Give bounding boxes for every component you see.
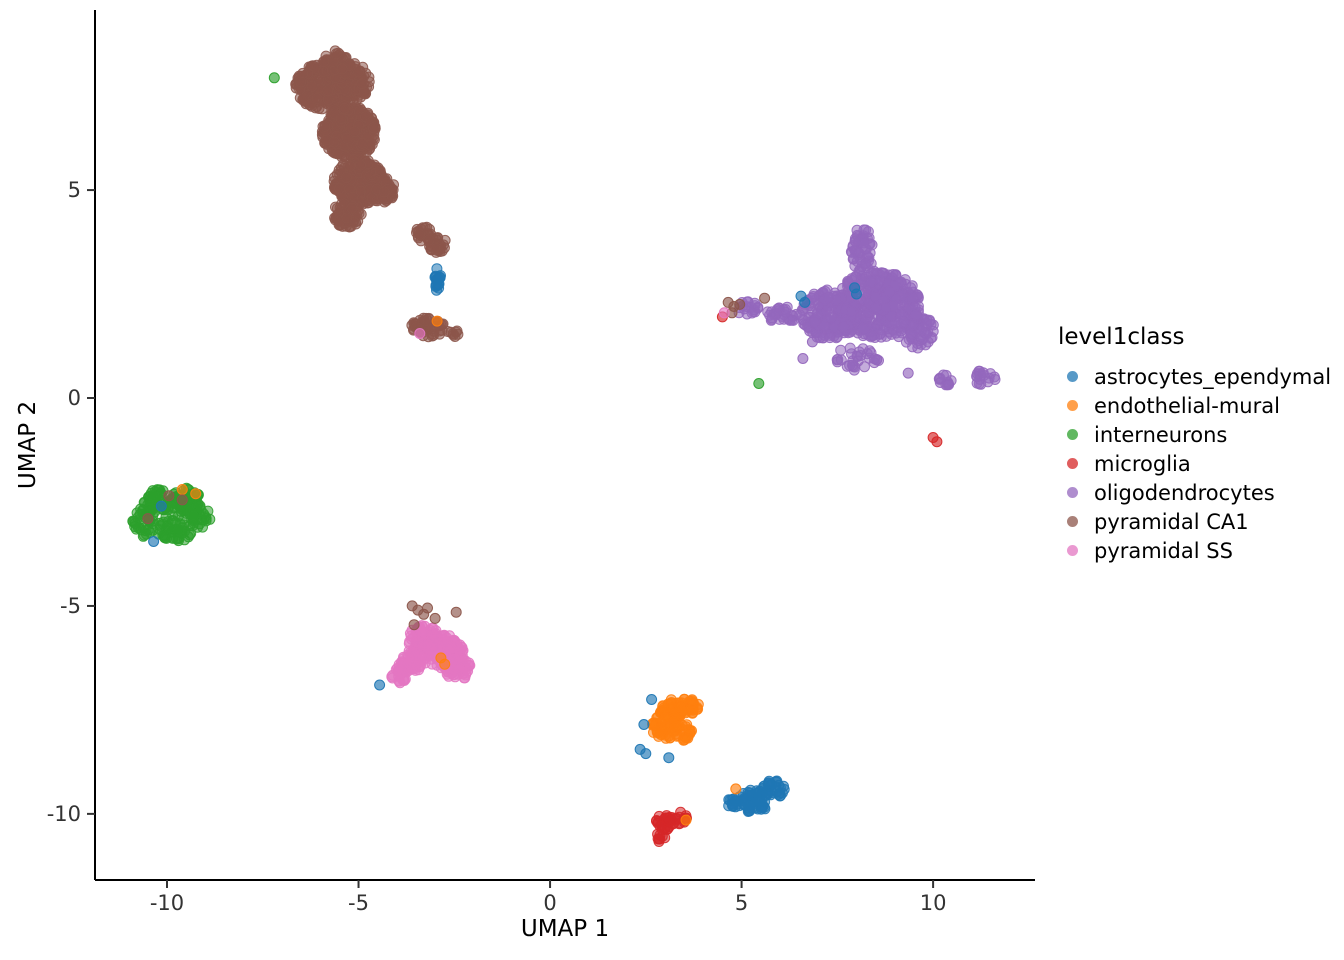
y-tick-label: -5 (60, 594, 81, 618)
stray-points-astrocytes-ependymal (148, 282, 862, 764)
cluster-points-oligodendrocytes (733, 224, 1001, 391)
legend-entry-label: endothelial-mural (1094, 393, 1280, 418)
y-tick-label: -10 (47, 802, 81, 826)
x-tick-label: -10 (150, 891, 184, 915)
legend-entry-label: astrocytes_ependymal (1094, 364, 1332, 389)
y-axis-title: UMAP 2 (15, 400, 41, 490)
legend-entry-astrocytes-ependymal: astrocytes_ependymal (1052, 362, 1342, 391)
legend-title: level1class (1058, 324, 1185, 350)
stray-points-interneurons (268, 72, 765, 389)
legend-entry-label: pyramidal CA1 (1094, 509, 1249, 534)
x-tick-label: 5 (735, 891, 748, 915)
axes-layer: -10 -5 0 5 10 -10 -5 0 5 (47, 10, 1035, 915)
legend-entry-microglia: microglia (1052, 449, 1342, 478)
legend-entry-interneurons: interneurons (1052, 420, 1342, 449)
cluster-points-astrocytes-ependymal (429, 263, 790, 817)
x-tick-label: 10 (920, 891, 947, 915)
legend-entry-pyramidal-ca1: pyramidal CA1 (1052, 507, 1342, 536)
legend: level1class astrocytes_ependymal endothel… (1052, 324, 1342, 565)
legend-entry-label: oligodendrocytes (1094, 480, 1275, 505)
cluster-points-interneurons (127, 482, 216, 547)
x-tick-label: 0 (543, 891, 556, 915)
x-axis-title: UMAP 1 (520, 916, 610, 942)
legend-key-dot (1067, 458, 1078, 469)
legend-key-dot (1067, 400, 1078, 411)
y-tick-label: 5 (68, 178, 81, 202)
stray-points-pyramidal-ca1 (142, 292, 771, 631)
stray-points-oligodendrocytes (797, 336, 914, 379)
cluster-points-pyramidal-ca1 (290, 45, 464, 343)
cluster-points-endothelial-mural (647, 693, 704, 746)
legend-entry-endothelial-mural: endothelial-mural (1052, 391, 1342, 420)
legend-key-dot (1067, 429, 1078, 440)
legend-key-dot (1067, 371, 1078, 382)
legend-entries: astrocytes_ependymal endothelial-mural int… (1052, 362, 1342, 565)
scatter-points-layer (127, 45, 1001, 847)
stray-points-pyramidal-ss (414, 307, 730, 339)
cluster-points-pyramidal-ss (386, 620, 476, 689)
legend-entry-label: interneurons (1094, 422, 1228, 447)
legend-key-dot (1067, 516, 1078, 527)
legend-entry-label: microglia (1094, 451, 1191, 476)
legend-entry-label: pyramidal SS (1094, 538, 1233, 563)
x-tick-label: -5 (348, 891, 369, 915)
stray-points-endothelial-mural (176, 315, 742, 826)
legend-key-dot (1067, 487, 1078, 498)
y-tick-label: 0 (68, 386, 81, 410)
legend-entry-pyramidal-ss: pyramidal SS (1052, 536, 1342, 565)
stray-points-microglia (716, 311, 943, 448)
legend-entry-oligodendrocytes: oligodendrocytes (1052, 478, 1342, 507)
cluster-points-microglia (651, 806, 692, 847)
legend-key-dot (1067, 545, 1078, 556)
